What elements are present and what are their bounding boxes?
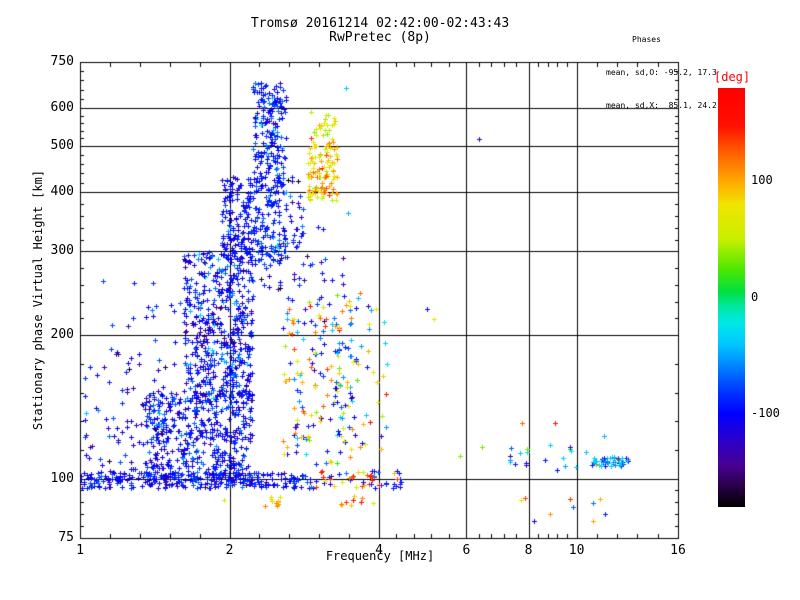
- phase-stats-block: Phases mean, sd,O: -95.2, 17.3 mean, sd,…: [606, 12, 717, 133]
- x-tick-label: 6: [462, 543, 471, 558]
- phase-stats-header: Phases: [632, 35, 661, 44]
- phase-stats-o-line: mean, sd,O: -95.2, 17.3: [606, 68, 717, 77]
- y-tick-label: 500: [50, 137, 74, 153]
- y-axis-label: Stationary phase Virtual Height [km]: [31, 169, 45, 431]
- x-tick-label: 4: [375, 543, 383, 558]
- y-tick-label: 300: [50, 243, 74, 259]
- colorbar-unit-label: [deg]: [714, 70, 751, 84]
- x-tick-label: 8: [524, 543, 533, 558]
- y-tick-label: 100: [50, 470, 74, 486]
- y-tick-label: 750: [50, 54, 74, 69]
- x-tick-label: 1: [76, 543, 84, 558]
- y-tick-label: 400: [50, 183, 74, 199]
- plot-title: Tromsø 20161214 02:42:00-02:43:43: [250, 16, 510, 31]
- y-tick-label: 600: [50, 100, 74, 116]
- y-tick-label: 75: [58, 530, 74, 545]
- colorbar-gradient: [718, 88, 745, 507]
- x-tick-label: 10: [568, 543, 585, 558]
- plot-subtitle: RwPretec (8p): [329, 30, 431, 45]
- y-tick-label: 200: [50, 327, 74, 343]
- x-tick-label: 2: [225, 543, 234, 558]
- colorbar-tick-label: -100: [751, 405, 780, 420]
- colorbar-tick-label: 0: [751, 289, 759, 304]
- x-tick-label: 16: [670, 543, 686, 558]
- phase-stats-x-line: mean, sd,X: 85.1, 24.2: [606, 101, 717, 110]
- colorbar-tick-label: 100: [751, 173, 773, 188]
- x-axis-label: Frequency [MHz]: [325, 549, 435, 563]
